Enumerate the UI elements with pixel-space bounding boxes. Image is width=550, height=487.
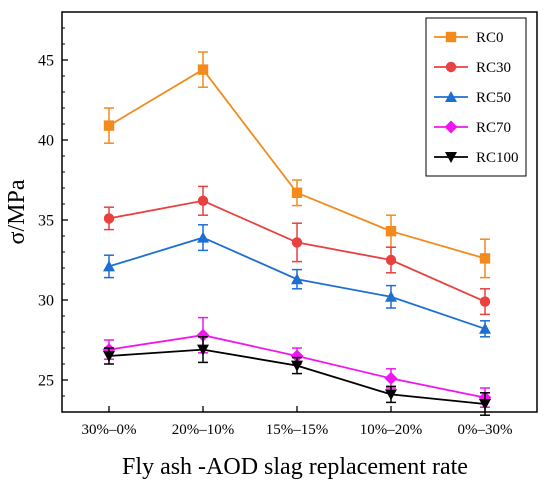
legend-label: RC100 bbox=[476, 150, 519, 166]
data-point bbox=[385, 290, 397, 302]
legend-marker bbox=[445, 61, 457, 73]
x-tick-label: 30%–0% bbox=[82, 422, 137, 438]
legend-item-RC50: RC50 bbox=[434, 90, 511, 106]
y-tick-label: 30 bbox=[38, 293, 54, 310]
data-point bbox=[103, 351, 115, 362]
series-RC50 bbox=[103, 224, 491, 338]
legend-label: RC50 bbox=[476, 90, 511, 106]
data-point bbox=[291, 273, 303, 285]
legend: RC0 RC30 RC50 RC70 RC100 bbox=[425, 17, 527, 177]
y-axis-title: σ/MPa bbox=[4, 179, 30, 244]
data-point bbox=[479, 399, 491, 410]
legend-label: RC0 bbox=[476, 30, 504, 46]
data-point bbox=[197, 231, 209, 243]
legend-label: RC30 bbox=[476, 60, 511, 76]
plot-area bbox=[102, 51, 492, 416]
data-point bbox=[385, 389, 397, 401]
x-tick-label: 10%–20% bbox=[360, 422, 423, 438]
data-point bbox=[479, 322, 491, 334]
legend-item-RC30: RC30 bbox=[434, 60, 511, 76]
legend-item-RC0: RC0 bbox=[434, 30, 504, 46]
data-point bbox=[197, 64, 209, 75]
y-tick-label: 40 bbox=[38, 133, 54, 150]
legend-marker bbox=[444, 120, 458, 134]
x-tick-label: 15%–15% bbox=[266, 422, 329, 438]
legend-marker bbox=[445, 31, 457, 43]
data-point bbox=[103, 120, 115, 131]
series-RC100 bbox=[103, 336, 491, 416]
x-tick-label: 0%–30% bbox=[458, 422, 513, 438]
x-axis-title: Fly ash -AOD slag replacement rate bbox=[122, 454, 468, 480]
data-point bbox=[290, 349, 304, 363]
data-point bbox=[384, 371, 398, 385]
data-point bbox=[197, 195, 209, 206]
legend-item-RC70: RC70 bbox=[434, 120, 511, 136]
legend-marker bbox=[445, 152, 457, 163]
data-point bbox=[479, 253, 491, 264]
y-tick-label: 35 bbox=[38, 213, 54, 230]
data-point bbox=[197, 344, 209, 356]
data-point bbox=[291, 360, 303, 372]
axes: 25 30 35 40 45 30%–0% 20%–10% 15%–15% 10%–20% 0%–… bbox=[38, 11, 538, 438]
series-RC30 bbox=[103, 185, 491, 316]
data-point bbox=[479, 296, 491, 307]
y-tick-label: 45 bbox=[38, 53, 54, 70]
legend-marker bbox=[445, 91, 457, 102]
legend-item-RC100: RC100 bbox=[434, 150, 519, 166]
x-tick-label: 20%–10% bbox=[172, 422, 235, 438]
data-point bbox=[291, 187, 303, 198]
data-point bbox=[291, 237, 303, 248]
y-tick-label: 25 bbox=[38, 373, 54, 390]
data-point bbox=[103, 260, 115, 272]
data-point bbox=[385, 254, 397, 266]
data-point bbox=[385, 226, 397, 237]
legend-label: RC70 bbox=[476, 120, 511, 136]
plot-frame bbox=[61, 11, 538, 413]
data-point bbox=[103, 213, 115, 224]
data-point bbox=[196, 328, 210, 342]
legend-box bbox=[425, 17, 527, 177]
